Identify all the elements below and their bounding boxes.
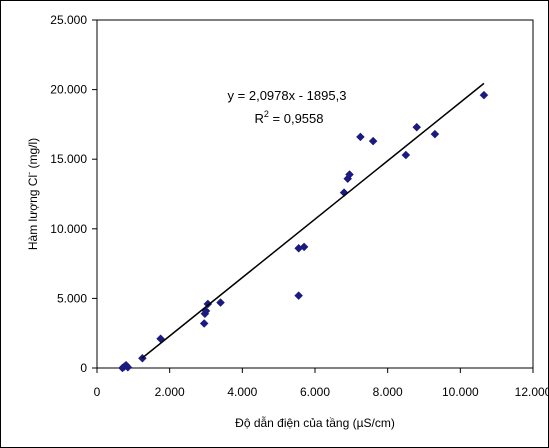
y-tick-label: 15.000 [50,152,87,166]
data-point [216,298,225,307]
data-point [299,242,309,252]
data-point [345,170,354,179]
x-tick-label: 12.000 [515,385,549,399]
data-point [356,132,365,142]
data-point [401,150,411,160]
y-axis-title: Hàm lượng Cl- (mg/l) [24,138,40,250]
plot-area-border [96,19,534,369]
y-tick-label: 0 [80,361,87,375]
y-tick-label: 10.000 [50,222,87,236]
x-axis-title: Độ dẫn điện của tầng (µS/cm) [235,415,395,430]
plot-area [96,19,534,369]
x-tick-label: 4.000 [227,385,257,399]
y-axis-title-unit: (mg/l) [26,138,40,172]
x-tick-label: 2.000 [155,385,185,399]
data-points [118,90,489,373]
r2-label: R [255,111,264,126]
data-point [412,122,422,132]
r2-superscript: 2 [264,109,269,119]
y-tick-label: 20.000 [50,83,87,97]
x-tick-label: 10.000 [442,385,479,399]
data-point [368,136,378,146]
x-tick-label: 0 [94,385,101,399]
data-point [294,291,304,300]
axis-ticks: 0 2.000 4.000 6.000 8.000 10.000 12.000 0 5.000 1… [50,13,549,399]
trendline-equation: y = 2,0978x - 1895,3 [228,88,347,103]
data-point [123,362,133,372]
x-tick-label: 6.000 [300,385,330,399]
y-tick-label: 25.000 [50,13,87,27]
x-tick-label: 8.000 [373,385,403,399]
y-axis-title-main: Hàm lượng Cl [26,175,40,250]
y-tick-label: 5.000 [57,291,87,305]
trendline-r2: R2 = 0,9558 [255,109,324,126]
trendline [141,82,485,359]
data-point [199,319,209,328]
r2-value: = 0,9558 [269,111,324,126]
trendline-group [141,82,485,359]
y-axis-title-sup: - [24,172,34,175]
data-point [430,129,440,139]
data-point [479,90,489,100]
